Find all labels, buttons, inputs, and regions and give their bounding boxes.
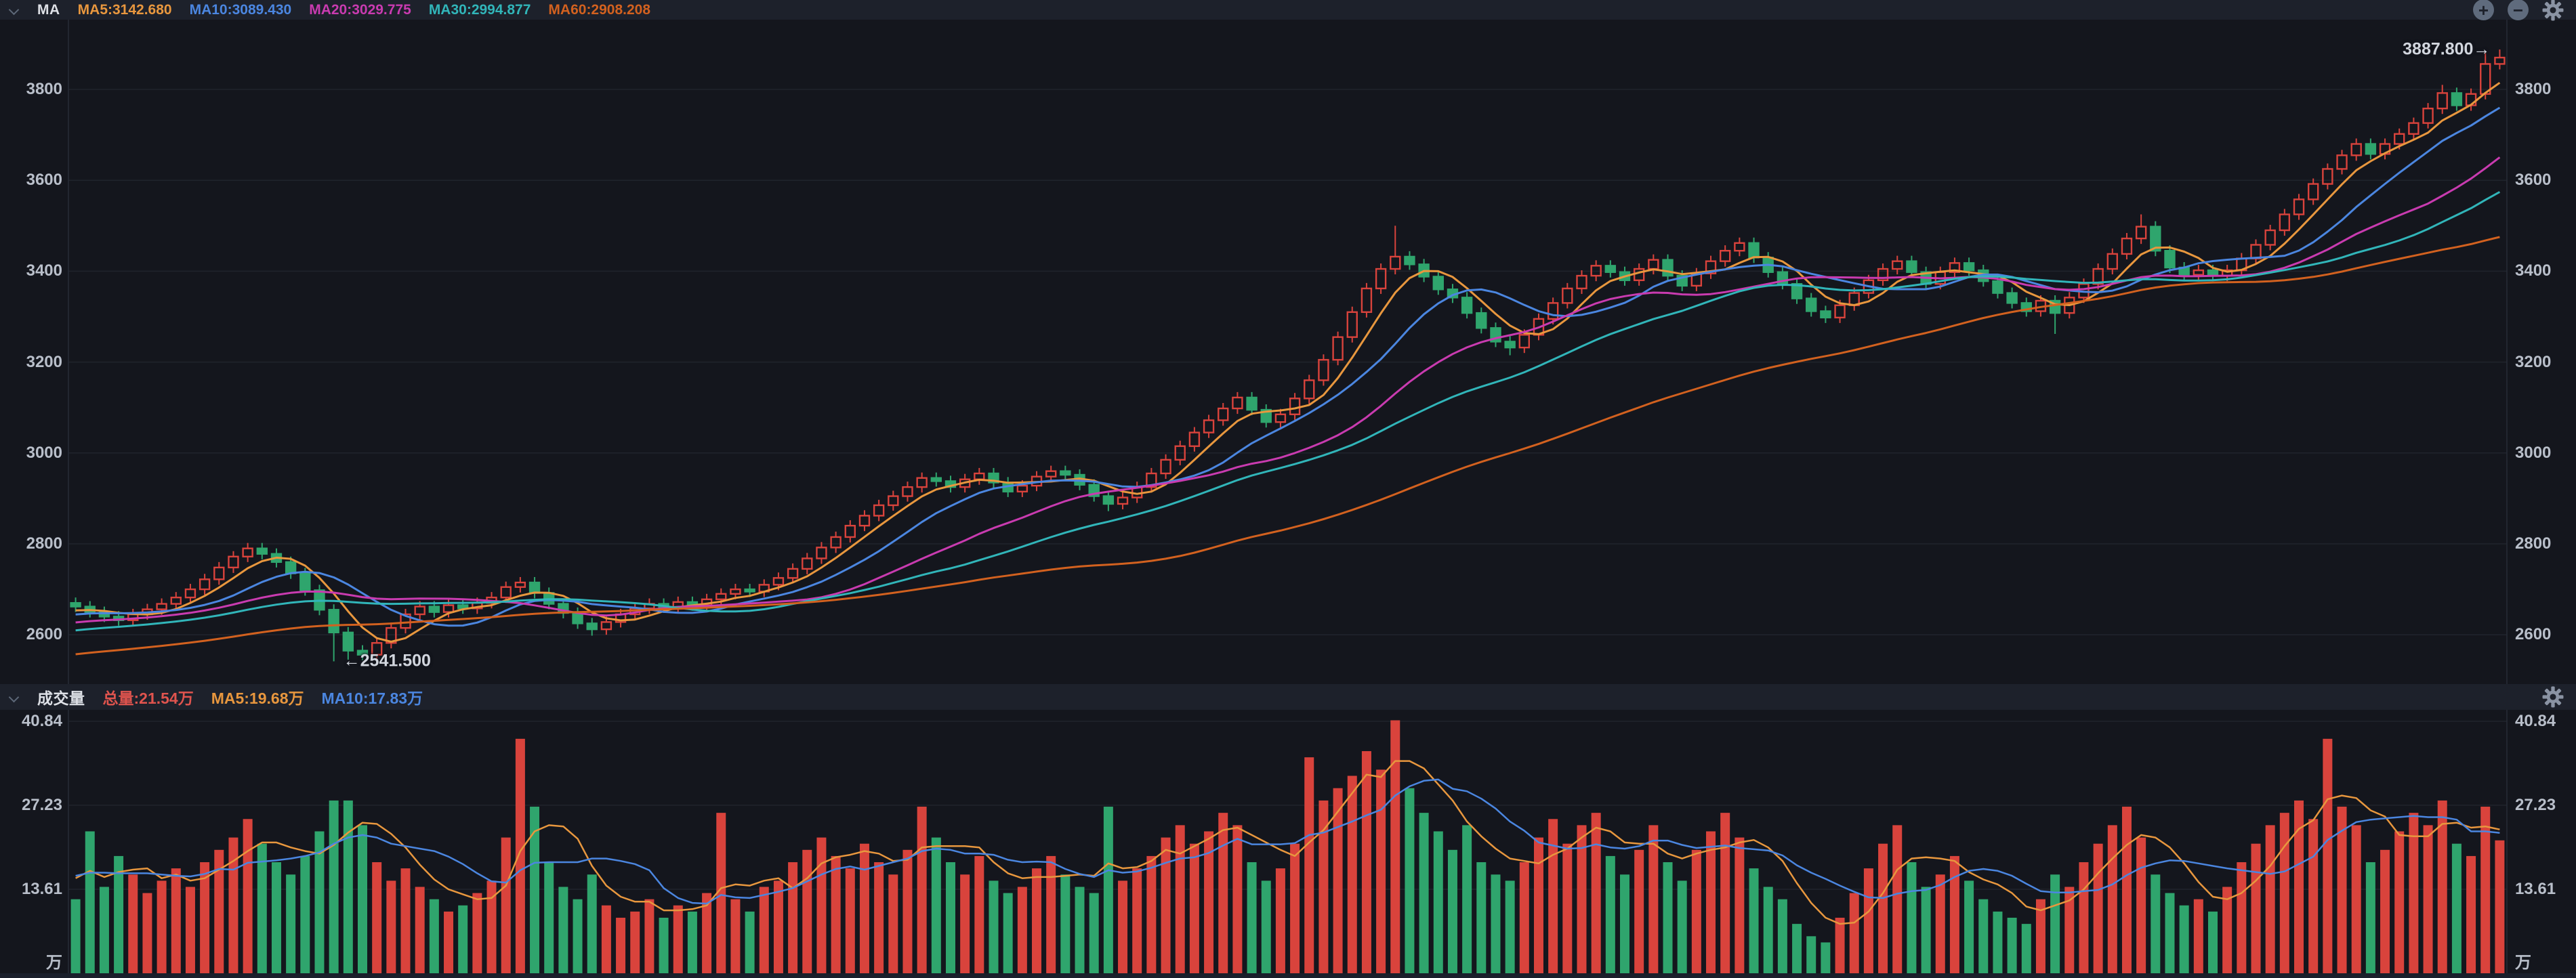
price-tick-label: 3600 xyxy=(2515,171,2552,190)
volume-axis-left: 40.84 27.23 13.61 万 xyxy=(0,0,62,978)
ma-lines xyxy=(75,81,2501,656)
price-tick-label: 2600 xyxy=(26,625,62,644)
volume-ma10-readout: MA10:17.83万 xyxy=(321,689,423,707)
price-tick-label: 3800 xyxy=(26,80,62,98)
settings-gear-icon[interactable] xyxy=(2542,686,2564,708)
gridlines xyxy=(68,20,2508,973)
volume-tick-label: 13.61 xyxy=(2515,880,2556,898)
ma-header-title: MA xyxy=(37,1,60,18)
price-tick-label: 3600 xyxy=(26,171,62,190)
volume-unit-label: 万 xyxy=(46,954,62,972)
zoom-out-button[interactable]: − xyxy=(2508,0,2529,20)
price-tick-label: 3800 xyxy=(2515,80,2552,98)
price-axis-right: 3800 3600 3400 3200 3000 2800 2600 xyxy=(2515,0,2576,684)
volume-tick-label: 40.84 xyxy=(2515,711,2556,730)
ma-indicator-header: MA MA5:3142.680 MA10:3089.430 MA20:3029.… xyxy=(0,0,2576,20)
ma20-line xyxy=(75,156,2501,624)
volume-pane-header: 成交量 总量:21.54万 MA5:19.68万 MA10:17.83万 xyxy=(0,684,2576,710)
volume-ma5-readout: MA5:19.68万 xyxy=(211,689,304,707)
price-tick-label: 3200 xyxy=(2515,352,2552,371)
bottom-scrollbar[interactable] xyxy=(0,973,2576,978)
zoom-in-button[interactable]: + xyxy=(2473,0,2494,20)
volume-ma-lines xyxy=(75,760,2500,925)
volume-unit-label: 万 xyxy=(2515,954,2531,972)
price-axis-left: 3800 3600 3400 3200 3000 2800 2600 xyxy=(0,0,62,684)
price-tick-label: 3000 xyxy=(2515,443,2552,462)
ma60-readout: MA60:2908.208 xyxy=(548,1,651,18)
volume-header-title: 成交量 xyxy=(37,689,85,707)
ma30-line xyxy=(75,191,2501,632)
price-tick-label: 2800 xyxy=(26,534,62,553)
volume-tick-label: 13.61 xyxy=(21,880,62,898)
price-tick-label: 2800 xyxy=(2515,534,2552,553)
candles xyxy=(70,49,2506,662)
volume-ma10-line xyxy=(75,778,2500,905)
price-tick-label: 2600 xyxy=(2515,625,2552,644)
ma10-readout: MA10:3089.430 xyxy=(189,1,292,18)
chevron-down-icon[interactable] xyxy=(9,3,20,14)
price-tick-label: 3200 xyxy=(26,352,62,371)
volume-tick-label: 27.23 xyxy=(21,795,62,814)
ma5-line xyxy=(75,81,2501,643)
ma60-line xyxy=(75,236,2500,656)
volume-total-readout: 总量:21.54万 xyxy=(102,689,194,707)
price-tick-label: 3400 xyxy=(26,261,62,280)
volume-bars xyxy=(70,720,2505,973)
price-tick-label: 3000 xyxy=(26,443,62,462)
settings-gear-icon[interactable] xyxy=(2542,0,2564,21)
volume-tick-label: 40.84 xyxy=(21,711,62,730)
chevron-down-icon[interactable] xyxy=(9,691,20,701)
price-tick-label: 3400 xyxy=(2515,261,2552,280)
ma20-readout: MA20:3029.775 xyxy=(309,1,411,18)
volume-ma5-line xyxy=(75,760,2500,925)
volume-tick-label: 27.23 xyxy=(2515,795,2556,814)
ma10-line xyxy=(75,106,2501,627)
lowest-price-annotation: ←2541.500 xyxy=(343,651,431,671)
ma30-readout: MA30:2994.877 xyxy=(428,1,531,18)
ma5-readout: MA5:3142.680 xyxy=(77,1,172,18)
volume-axis-right: 40.84 27.23 13.61 万 xyxy=(2515,0,2576,978)
highest-price-annotation: 3887.800→ xyxy=(2403,39,2491,59)
